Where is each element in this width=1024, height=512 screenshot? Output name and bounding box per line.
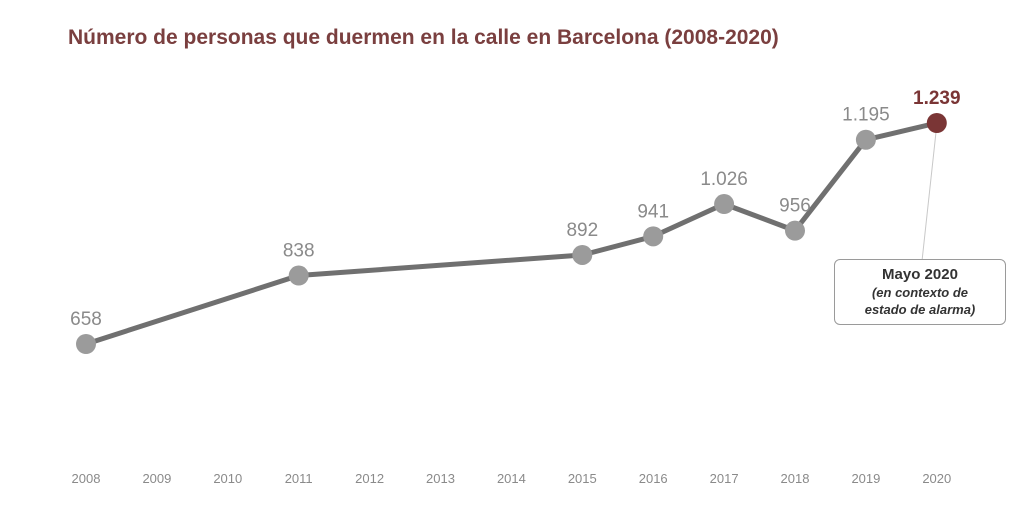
highlight-point: [926, 113, 947, 133]
annotation-leader-line: [921, 122, 938, 262]
x-tick-label: 2014: [497, 471, 526, 486]
series-line: [83, 120, 940, 347]
data-point: [714, 194, 735, 215]
x-tick-label: 2015: [568, 471, 597, 486]
data-point: [572, 244, 593, 265]
data-label: 892: [566, 220, 598, 241]
x-tick-label: 2009: [142, 471, 171, 486]
x-tick-label: 2018: [781, 471, 810, 486]
data-label: 838: [283, 241, 315, 262]
x-tick-label: 2016: [639, 471, 668, 486]
x-axis-ticks: 2008 2009 2010 2011 2012 2013 2014 2015 2016 2017…: [72, 471, 952, 486]
data-labels: 658 838 892 941 1.026 956 1.195 1.239: [70, 88, 960, 330]
data-point: [643, 226, 664, 247]
x-tick-label: 2013: [426, 471, 455, 486]
data-markers: [76, 113, 947, 354]
annotation-line-2: estado de alarma): [864, 302, 976, 317]
data-point: [785, 220, 805, 241]
data-point: [855, 129, 876, 150]
x-tick-label: 2017: [710, 471, 739, 486]
x-tick-label: 2011: [285, 471, 313, 486]
x-tick-label: 2012: [355, 471, 384, 486]
data-label: 941: [637, 201, 669, 222]
chart-title: Número de personas que duermen en la cal…: [68, 26, 779, 49]
data-label: 956: [779, 196, 811, 217]
data-point: [288, 265, 309, 286]
annotation-line-1: (en contexto de: [871, 285, 969, 300]
data-label: 1.026: [700, 169, 748, 190]
data-label: 1.195: [842, 105, 890, 126]
x-tick-label: 2008: [72, 471, 101, 486]
x-tick-label: 2020: [922, 471, 951, 486]
annotation-box: Mayo 2020 (en contexto de estado de alar…: [834, 259, 1006, 325]
data-label: 1.239: [913, 88, 961, 109]
annotation-heading: Mayo 2020: [882, 266, 958, 283]
data-point: [76, 334, 96, 354]
data-label: 658: [70, 309, 102, 330]
x-tick-label: 2019: [851, 471, 880, 486]
x-tick-label: 2010: [213, 471, 242, 486]
